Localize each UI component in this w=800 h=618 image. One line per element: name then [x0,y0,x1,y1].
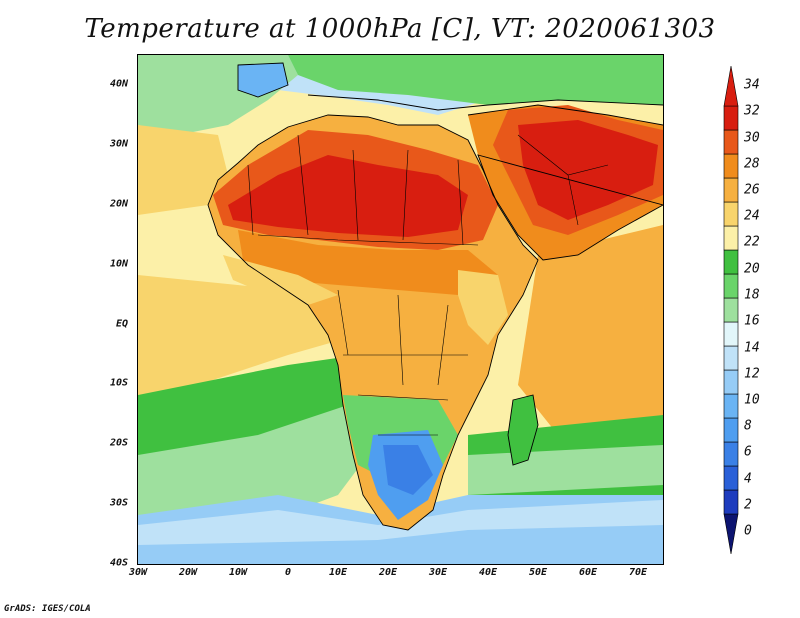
colorbar [723,65,739,555]
colorbar-label: 20 [744,261,760,277]
colorbar-segment [723,345,739,371]
colorbar-label: 12 [744,366,760,382]
colorbar-segment [723,417,739,443]
lon-tick: 60E [578,567,598,578]
colorbar-label: 32 [744,103,760,119]
lat-tick: 40S [109,557,128,569]
lat-tick: 30N [109,138,128,150]
colorbar-segment [723,513,739,555]
lon-tick: 30E [428,567,448,578]
region-madagascar [508,395,538,465]
ocean-band-indian-warm [518,225,663,435]
colorbar-segment [723,177,739,203]
lon-tick: 40E [478,567,498,578]
temperature-map [137,54,664,565]
region-central-africa [333,295,478,400]
lon-tick: 10W [228,567,248,578]
map-title: Temperature at 1000hPa [C], VT: 20200613… [84,14,716,44]
lon-tick: 70E [628,567,648,578]
land-europe-north [288,55,663,105]
region-east-african-highlands [458,270,508,345]
colorbar-segment [723,65,739,107]
colorbar-segment [723,465,739,491]
lon-tick: 30W [128,567,148,578]
colorbar-label: 6 [744,444,752,460]
colorbar-segment [723,105,739,131]
region-southern-africa-cold-core [383,445,433,495]
colorbar-label: 14 [744,340,760,356]
land-iberia [238,63,288,97]
lon-tick: 0 [284,567,292,578]
colorbar-segment [723,153,739,179]
colorbar-label: 30 [744,130,760,146]
ocean-band-gulf-guinea [138,275,358,395]
colorbar-label: 16 [744,313,760,329]
colorbar-label: 24 [744,208,760,224]
lon-tick: 20E [378,567,398,578]
colorbar-label: 0 [744,523,752,539]
lat-tick: 20S [109,437,128,449]
colorbar-segment [723,273,739,299]
colorbar-label: 4 [744,471,752,487]
colorbar-label: 34 [744,77,760,93]
colorbar-label: 2 [744,497,752,513]
lat-tick: 10S [109,377,128,389]
colorbar-label: 18 [744,287,760,303]
lat-tick: 10N [109,258,128,270]
colorbar-segment [723,249,739,275]
colorbar-segment [723,297,739,323]
lon-tick: 50E [528,567,548,578]
colorbar-segment [723,201,739,227]
colorbar-segment [723,393,739,419]
colorbar-segment [723,441,739,467]
colorbar-label: 10 [744,392,760,408]
lat-tick: 20N [109,198,128,210]
lat-tick: EQ [115,318,128,330]
colorbar-label: 28 [744,156,760,172]
lat-tick: 30S [109,497,128,509]
coastline-outlines [207,62,663,531]
hot-region-sahara-core [228,155,468,237]
country-borders [247,134,609,436]
lon-tick: 10E [328,567,348,578]
grads-credit: GrADS: IGES/COLA [4,604,91,614]
colorbar-label: 26 [744,182,760,198]
colorbar-segment [723,489,739,515]
colorbar-segment [723,369,739,395]
lon-tick: 20W [178,567,198,578]
colorbar-label: 22 [744,234,760,250]
colorbar-segment [723,321,739,347]
ocean-band-tropical-atlantic [138,125,228,215]
colorbar-label: 8 [744,418,752,434]
lat-tick: 40N [109,78,128,90]
colorbar-segment [723,225,739,251]
colorbar-segment [723,129,739,155]
